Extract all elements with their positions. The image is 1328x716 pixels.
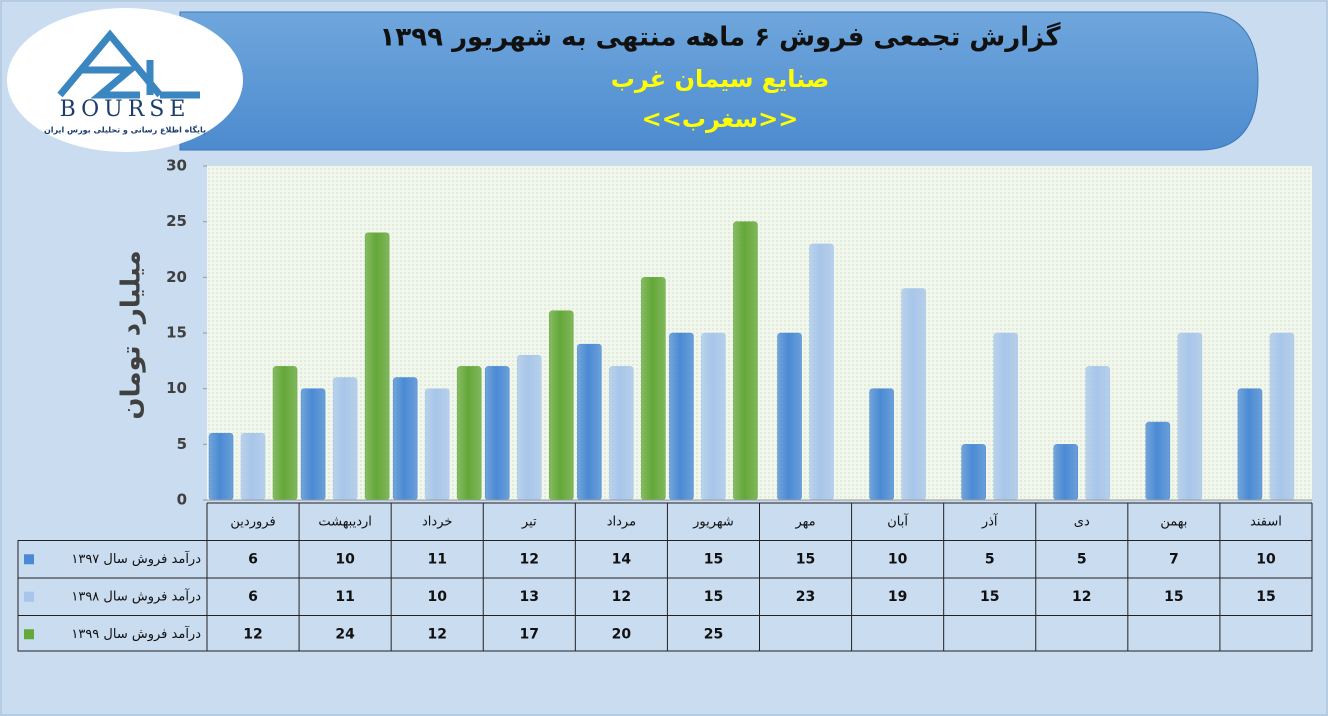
table-value: 24 (335, 626, 355, 642)
table-value: 10 (335, 551, 355, 567)
bar (901, 288, 926, 501)
legend-swatch (24, 629, 34, 640)
table-value: 17 (520, 626, 539, 642)
bar (577, 343, 602, 501)
x-tick-label: اردیبهشت (318, 514, 372, 529)
bar (669, 332, 694, 501)
bar (456, 366, 482, 501)
table-value: 15 (1164, 589, 1183, 605)
legend-label: درآمد فروش سال ۱۳۹۷ (71, 550, 201, 567)
bar (1145, 421, 1171, 501)
x-tick-label: آبان (887, 512, 909, 529)
bar (240, 432, 266, 501)
table-value: 12 (427, 626, 446, 642)
header-banner (179, 11, 1259, 151)
table-value: 6 (248, 589, 258, 605)
bar (641, 277, 666, 501)
x-tick-label: اسفند (1250, 514, 1282, 529)
bar (1237, 388, 1263, 501)
y-tick-label: 25 (166, 212, 187, 230)
bar (1085, 366, 1111, 501)
table-value: 10 (1256, 551, 1276, 567)
bar (208, 432, 234, 501)
table-value: 5 (985, 551, 995, 567)
y-tick-label: 30 (166, 157, 187, 175)
y-tick-label: 10 (166, 379, 187, 397)
logo-badge (7, 8, 243, 152)
x-tick-label: آذر (981, 512, 999, 529)
bar (549, 310, 574, 501)
legend-swatch (24, 591, 34, 602)
x-tick-label: خرداد (422, 514, 452, 529)
table-value: 12 (1072, 589, 1091, 605)
chart-subtitle: صنایع سیمان غرب (611, 65, 830, 93)
table-value: 15 (704, 589, 723, 605)
legend-label: درآمد فروش سال ۱۳۹۹ (71, 625, 201, 642)
table-value: 19 (888, 589, 907, 605)
table-value: 5 (1077, 551, 1087, 567)
table-value: 23 (796, 589, 815, 605)
bar (300, 388, 326, 501)
table-value: 15 (1256, 589, 1275, 605)
table-value: 15 (704, 551, 723, 567)
y-tick-label: 20 (166, 268, 187, 286)
bar (272, 366, 298, 501)
chart-symbol: <<سغرب>> (642, 105, 799, 133)
table-value: 6 (248, 551, 258, 567)
y-axis-label: میلیارد تومان (117, 250, 147, 419)
x-tick-label: فروردین (230, 514, 275, 529)
table-value: 14 (612, 551, 632, 567)
logo-icon (57, 29, 200, 99)
y-tick-label: 15 (166, 324, 187, 342)
y-tick-label: 5 (177, 435, 187, 453)
bar (1269, 332, 1295, 501)
legend-swatch (24, 554, 34, 565)
x-tick-label: مهر (794, 514, 815, 529)
table-value: 15 (796, 551, 815, 567)
table-value: 12 (520, 551, 539, 567)
x-tick-label: دی (1074, 514, 1090, 529)
bar (701, 332, 726, 501)
table-value: 10 (888, 551, 908, 567)
bar (1053, 444, 1079, 501)
x-tick-label: مرداد (607, 514, 636, 529)
bar (961, 444, 986, 501)
plot-area (207, 166, 1312, 500)
table-value: 13 (520, 589, 539, 605)
table-value: 7 (1169, 551, 1179, 567)
bar (609, 366, 634, 501)
table-value: 11 (335, 589, 354, 605)
bar (809, 243, 834, 501)
bar (485, 366, 510, 501)
table-value: 10 (427, 589, 447, 605)
chart-title: گزارش تجمعی فروش ۶ ماهه منتهی به شهریور … (380, 22, 1062, 53)
table-value: 15 (980, 589, 999, 605)
bar (392, 377, 418, 501)
bar (993, 332, 1018, 501)
logo-name: BOURSE (60, 97, 191, 122)
bar (869, 388, 894, 501)
bar (1177, 332, 1203, 501)
table-value: 12 (243, 626, 262, 642)
logo-tagline: پایگاه اطلاع رسانی و تحلیلی بورس ایران (44, 125, 206, 136)
x-tick-label: تیر (521, 514, 537, 529)
bar (733, 221, 758, 501)
legend-label: درآمد فروش سال ۱۳۹۸ (71, 587, 201, 604)
bar (424, 388, 450, 501)
bar (332, 377, 358, 501)
bar (517, 355, 542, 501)
table-value: 25 (704, 626, 723, 642)
bar (777, 332, 802, 501)
table-value: 20 (612, 626, 632, 642)
table-value: 11 (427, 551, 446, 567)
y-tick-label: 0 (177, 491, 187, 509)
x-tick-label: شهریور (692, 514, 734, 529)
bar (364, 232, 390, 501)
x-tick-label: بهمن (1160, 514, 1187, 529)
table-value: 12 (612, 589, 631, 605)
